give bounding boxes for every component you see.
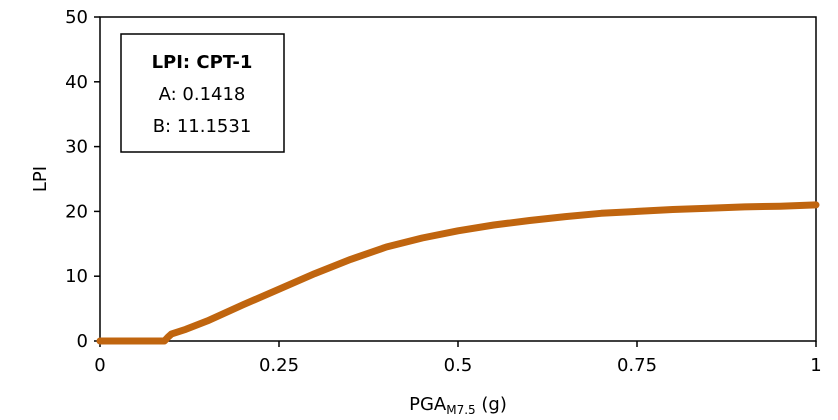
x-axis-title-subscript: M7.5 bbox=[446, 403, 475, 417]
y-tick-label: 40 bbox=[65, 72, 88, 93]
annotation-frame bbox=[120, 33, 285, 153]
x-axis-title: PGAM7.5 (g) bbox=[409, 394, 507, 417]
annotation-box: LPI: CPT-1 A: 0.1418 B: 11.1531 bbox=[120, 33, 285, 153]
y-axis-ticks: 0 10 20 30 40 50 bbox=[65, 7, 100, 352]
x-axis-ticks: 0 0.25 0.5 0.75 1 bbox=[94, 341, 822, 376]
annotation-a-value: A: 0.1418 bbox=[159, 84, 246, 105]
x-tick-label: 0.25 bbox=[259, 355, 299, 376]
x-axis-title-unit: (g) bbox=[476, 394, 507, 415]
y-tick-label: 20 bbox=[65, 201, 88, 222]
x-tick-label: 0 bbox=[94, 355, 105, 376]
x-tick-label: 0.5 bbox=[444, 355, 473, 376]
y-tick-label: 10 bbox=[65, 266, 88, 287]
y-tick-label: 50 bbox=[65, 7, 88, 28]
y-tick-label: 30 bbox=[65, 137, 88, 158]
y-tick-label: 0 bbox=[77, 331, 88, 352]
series-line bbox=[96, 201, 820, 345]
x-tick-label: 0.75 bbox=[617, 355, 657, 376]
annotation-b-value: B: 11.1531 bbox=[153, 116, 252, 137]
annotation-title: LPI: CPT-1 bbox=[152, 52, 253, 73]
y-axis-title: LPI bbox=[30, 166, 51, 192]
x-axis-title-main: PGA bbox=[409, 394, 447, 415]
x-tick-label: 1 bbox=[810, 355, 821, 376]
